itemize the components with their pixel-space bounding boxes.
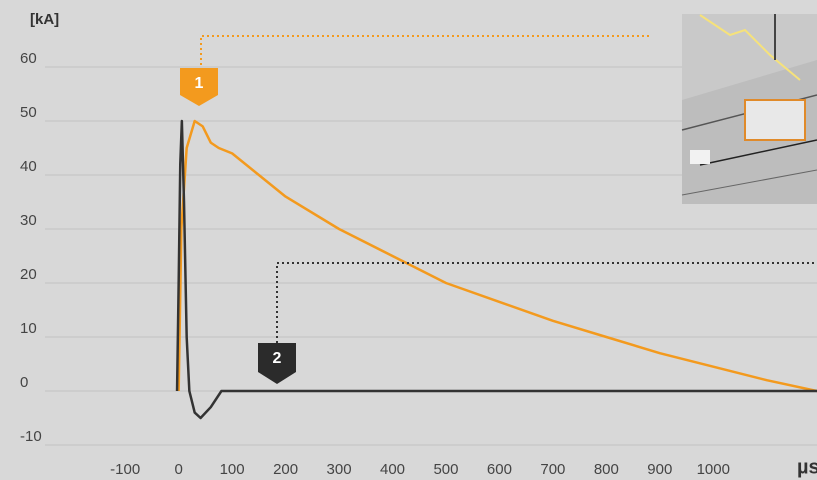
x-tick-label: 100 xyxy=(220,461,245,478)
annotation-label: 2 xyxy=(273,350,282,367)
y-tick-label: 40 xyxy=(20,158,37,175)
annotation-label: 1 xyxy=(195,75,204,92)
x-tick-label: 900 xyxy=(647,461,672,478)
annotation-leader xyxy=(200,35,650,70)
x-tick-label: 300 xyxy=(327,461,352,478)
y-tick-label: -10 xyxy=(20,428,42,445)
x-tick-label: 500 xyxy=(433,461,458,478)
x-tick-label: 1000 xyxy=(697,461,730,478)
x-tick-label: 800 xyxy=(594,461,619,478)
x-tick-label: 200 xyxy=(273,461,298,478)
y-tick-label: 0 xyxy=(20,374,28,391)
data-line xyxy=(177,119,817,393)
annotation-leader xyxy=(276,262,817,343)
y-tick-label: 30 xyxy=(20,212,37,229)
inset-image xyxy=(681,14,817,204)
x-tick-label: -100 xyxy=(110,461,140,478)
x-tick-label: 700 xyxy=(540,461,565,478)
y-tick-label: 10 xyxy=(20,320,37,337)
annotation-marker xyxy=(258,343,296,384)
x-axis-label: µs xyxy=(797,456,817,478)
x-tick-label: 400 xyxy=(380,461,405,478)
x-tick-label: 600 xyxy=(487,461,512,478)
annotation-marker xyxy=(180,68,218,106)
data-line xyxy=(175,119,817,420)
y-tick-label: 50 xyxy=(20,104,37,121)
y-tick-label: 20 xyxy=(20,266,37,283)
y-axis-label: [kA] xyxy=(30,11,59,28)
x-tick-label: 0 xyxy=(174,461,182,478)
y-tick-label: 60 xyxy=(20,50,37,67)
